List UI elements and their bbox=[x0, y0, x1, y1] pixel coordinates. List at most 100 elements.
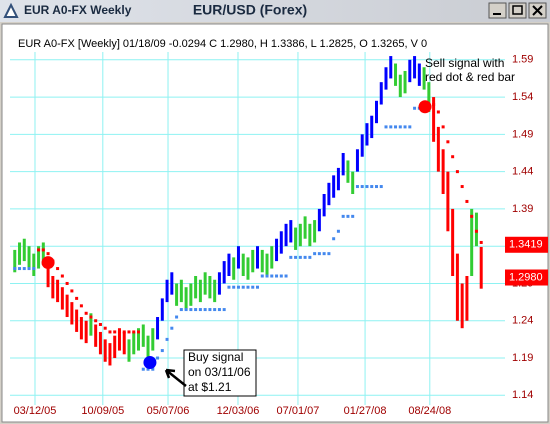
y-tick-label: 1.24 bbox=[512, 315, 533, 327]
stop-dot bbox=[384, 125, 388, 129]
stop-dot bbox=[98, 322, 102, 326]
stop-dot bbox=[322, 252, 326, 256]
stop-dot bbox=[465, 199, 469, 203]
stop-dot bbox=[251, 285, 255, 289]
buy-annotation: Buy signal on 03/11/06 at $1.21 bbox=[164, 349, 257, 397]
stop-dot bbox=[222, 308, 226, 312]
stop-dot bbox=[413, 106, 417, 110]
stop-dot bbox=[41, 248, 45, 252]
stop-dot bbox=[408, 125, 412, 129]
chart-subtitle: EUR A0-FX [Weekly] 01/18/09 -0.0294 C 1.… bbox=[18, 38, 427, 50]
stop-dot bbox=[275, 274, 279, 278]
annotation-box bbox=[183, 349, 257, 397]
y-tick-label: 1.14 bbox=[512, 389, 533, 401]
annotation-arrow bbox=[164, 368, 187, 387]
x-tick-label: 03/12/05 bbox=[14, 405, 57, 417]
stop-dot bbox=[32, 267, 36, 271]
maximize-icon bbox=[512, 5, 523, 15]
x-tick-label: 12/03/06 bbox=[217, 405, 260, 417]
stop-dot bbox=[336, 229, 340, 233]
stop-dot bbox=[451, 155, 455, 159]
stop-dot bbox=[341, 214, 345, 218]
stop-dot bbox=[213, 308, 217, 312]
x-tick-label: 01/27/08 bbox=[344, 405, 387, 417]
stop-dot bbox=[313, 252, 317, 256]
stop-dot bbox=[265, 274, 269, 278]
stop-dot bbox=[160, 349, 164, 353]
y-tick-label: 1.39 bbox=[512, 203, 533, 215]
stop-dot bbox=[294, 255, 298, 259]
y-tick-label: 1.54 bbox=[512, 91, 533, 103]
stop-dot bbox=[103, 326, 107, 330]
stop-dot bbox=[94, 319, 98, 323]
close-icon bbox=[532, 5, 543, 16]
stop-dot bbox=[56, 267, 60, 271]
stop-dot bbox=[137, 330, 141, 334]
stop-dot bbox=[479, 240, 483, 244]
stop-dot bbox=[217, 308, 221, 312]
stop-dot bbox=[365, 185, 369, 189]
y-tick-label: 1.44 bbox=[512, 166, 533, 178]
stop-dot bbox=[132, 330, 136, 334]
plot-area: 1.141.191.241.291.341.391.441.491.541.59… bbox=[10, 52, 533, 417]
stop-dot bbox=[441, 125, 445, 129]
stop-dot bbox=[236, 285, 240, 289]
stop-dot bbox=[117, 330, 121, 334]
stop-dot bbox=[351, 214, 355, 218]
stop-dot bbox=[75, 296, 79, 300]
stop-dot bbox=[317, 252, 321, 256]
signal-dot bbox=[143, 356, 157, 370]
stop-dot bbox=[232, 285, 236, 289]
app-icon bbox=[3, 2, 19, 18]
stop-dot bbox=[398, 125, 402, 129]
stop-dot bbox=[189, 308, 193, 312]
y-tick-label: 1.49 bbox=[512, 128, 533, 140]
stop-dot bbox=[436, 110, 440, 114]
stop-dot bbox=[455, 170, 459, 174]
stop-dot bbox=[227, 285, 231, 289]
stop-dot bbox=[327, 252, 331, 256]
stop-dot bbox=[198, 308, 202, 312]
stop-dot bbox=[156, 356, 160, 360]
stop-dot bbox=[170, 326, 174, 330]
annotation-text: Sell signal with bbox=[425, 56, 504, 70]
stop-dot bbox=[122, 330, 126, 334]
stop-dot bbox=[79, 304, 83, 308]
minimize-button[interactable] bbox=[488, 2, 507, 19]
stop-dot bbox=[208, 308, 212, 312]
stop-dot bbox=[394, 125, 398, 129]
stop-dot bbox=[70, 289, 74, 293]
stop-dot bbox=[165, 337, 169, 341]
stop-dot bbox=[27, 267, 31, 271]
stop-dot bbox=[474, 229, 478, 233]
stop-dot bbox=[184, 308, 188, 312]
price-label-box bbox=[505, 236, 548, 253]
annotation-text: red dot & red bar bbox=[425, 70, 515, 84]
stop-dot bbox=[308, 255, 312, 259]
stop-dot bbox=[370, 185, 374, 189]
stop-dot bbox=[432, 103, 436, 107]
annotation-text: Buy signal bbox=[188, 350, 243, 364]
stop-dot bbox=[298, 255, 302, 259]
price-label: 1.2980 bbox=[509, 271, 543, 283]
stop-dot bbox=[13, 267, 17, 271]
y-tick-label: 1.19 bbox=[512, 352, 533, 364]
price-label: 1.3419 bbox=[509, 239, 543, 251]
stop-dot bbox=[246, 285, 250, 289]
stop-dot bbox=[346, 214, 350, 218]
annotation-text: on 03/11/06 bbox=[188, 365, 251, 379]
stop-dot bbox=[141, 367, 145, 371]
signal-dot bbox=[418, 100, 432, 114]
stop-dot bbox=[446, 140, 450, 144]
stop-dot bbox=[60, 274, 64, 278]
x-tick-label: 05/07/06 bbox=[147, 405, 190, 417]
stop-dot bbox=[379, 185, 383, 189]
sell-annotation: Sell signal with red dot & red bar bbox=[425, 56, 515, 84]
stop-dot bbox=[303, 255, 307, 259]
stop-dot bbox=[175, 315, 179, 319]
stop-dot bbox=[460, 185, 464, 189]
stop-dot bbox=[203, 308, 207, 312]
chart-title: EUR/USD (Forex) bbox=[193, 2, 307, 18]
stop-dot bbox=[389, 125, 393, 129]
stop-dot bbox=[179, 308, 183, 312]
